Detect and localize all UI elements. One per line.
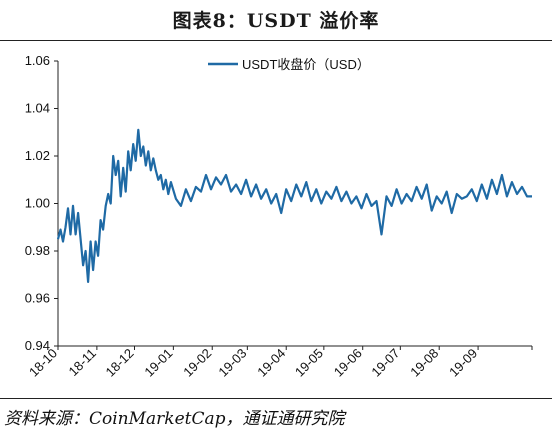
x-tick-label: 19-02 [180, 346, 214, 380]
y-tick-label: 0.98 [25, 243, 50, 258]
y-tick-label: 1.02 [25, 148, 50, 163]
y-tick-label: 0.94 [25, 338, 50, 353]
x-tick-label: 19-04 [254, 346, 288, 380]
y-tick-label: 1.04 [25, 101, 50, 116]
x-tick-label: 19-06 [331, 346, 365, 380]
page-title: 图表8：USDT 溢价率 [172, 10, 380, 32]
x-tick-label: 19-01 [141, 346, 175, 380]
y-tick-label: 1.06 [25, 53, 50, 68]
y-tick-label: 0.96 [25, 291, 50, 306]
x-tick-label: 18-11 [66, 346, 99, 379]
x-tick-label: 19-05 [292, 346, 326, 380]
y-tick-label: 1.00 [25, 196, 50, 211]
x-tick-label: 19-08 [407, 346, 441, 380]
x-tick-label: 18-12 [102, 346, 136, 380]
chart-axes [57, 61, 532, 347]
chart-legend: USDT收盘价（USD） [208, 57, 370, 72]
bottom-rule [0, 398, 552, 399]
top-rule [0, 40, 552, 41]
series-line [56, 128, 532, 283]
chart-series [56, 128, 532, 283]
x-tick-label: 19-09 [446, 346, 480, 380]
x-tick-label: 19-07 [368, 346, 402, 380]
legend-label: USDT收盘价（USD） [242, 57, 370, 72]
x-tick-label: 19-03 [215, 346, 249, 380]
source-note: 资料来源：CoinMarketCap，通证通研究院 [4, 409, 345, 429]
